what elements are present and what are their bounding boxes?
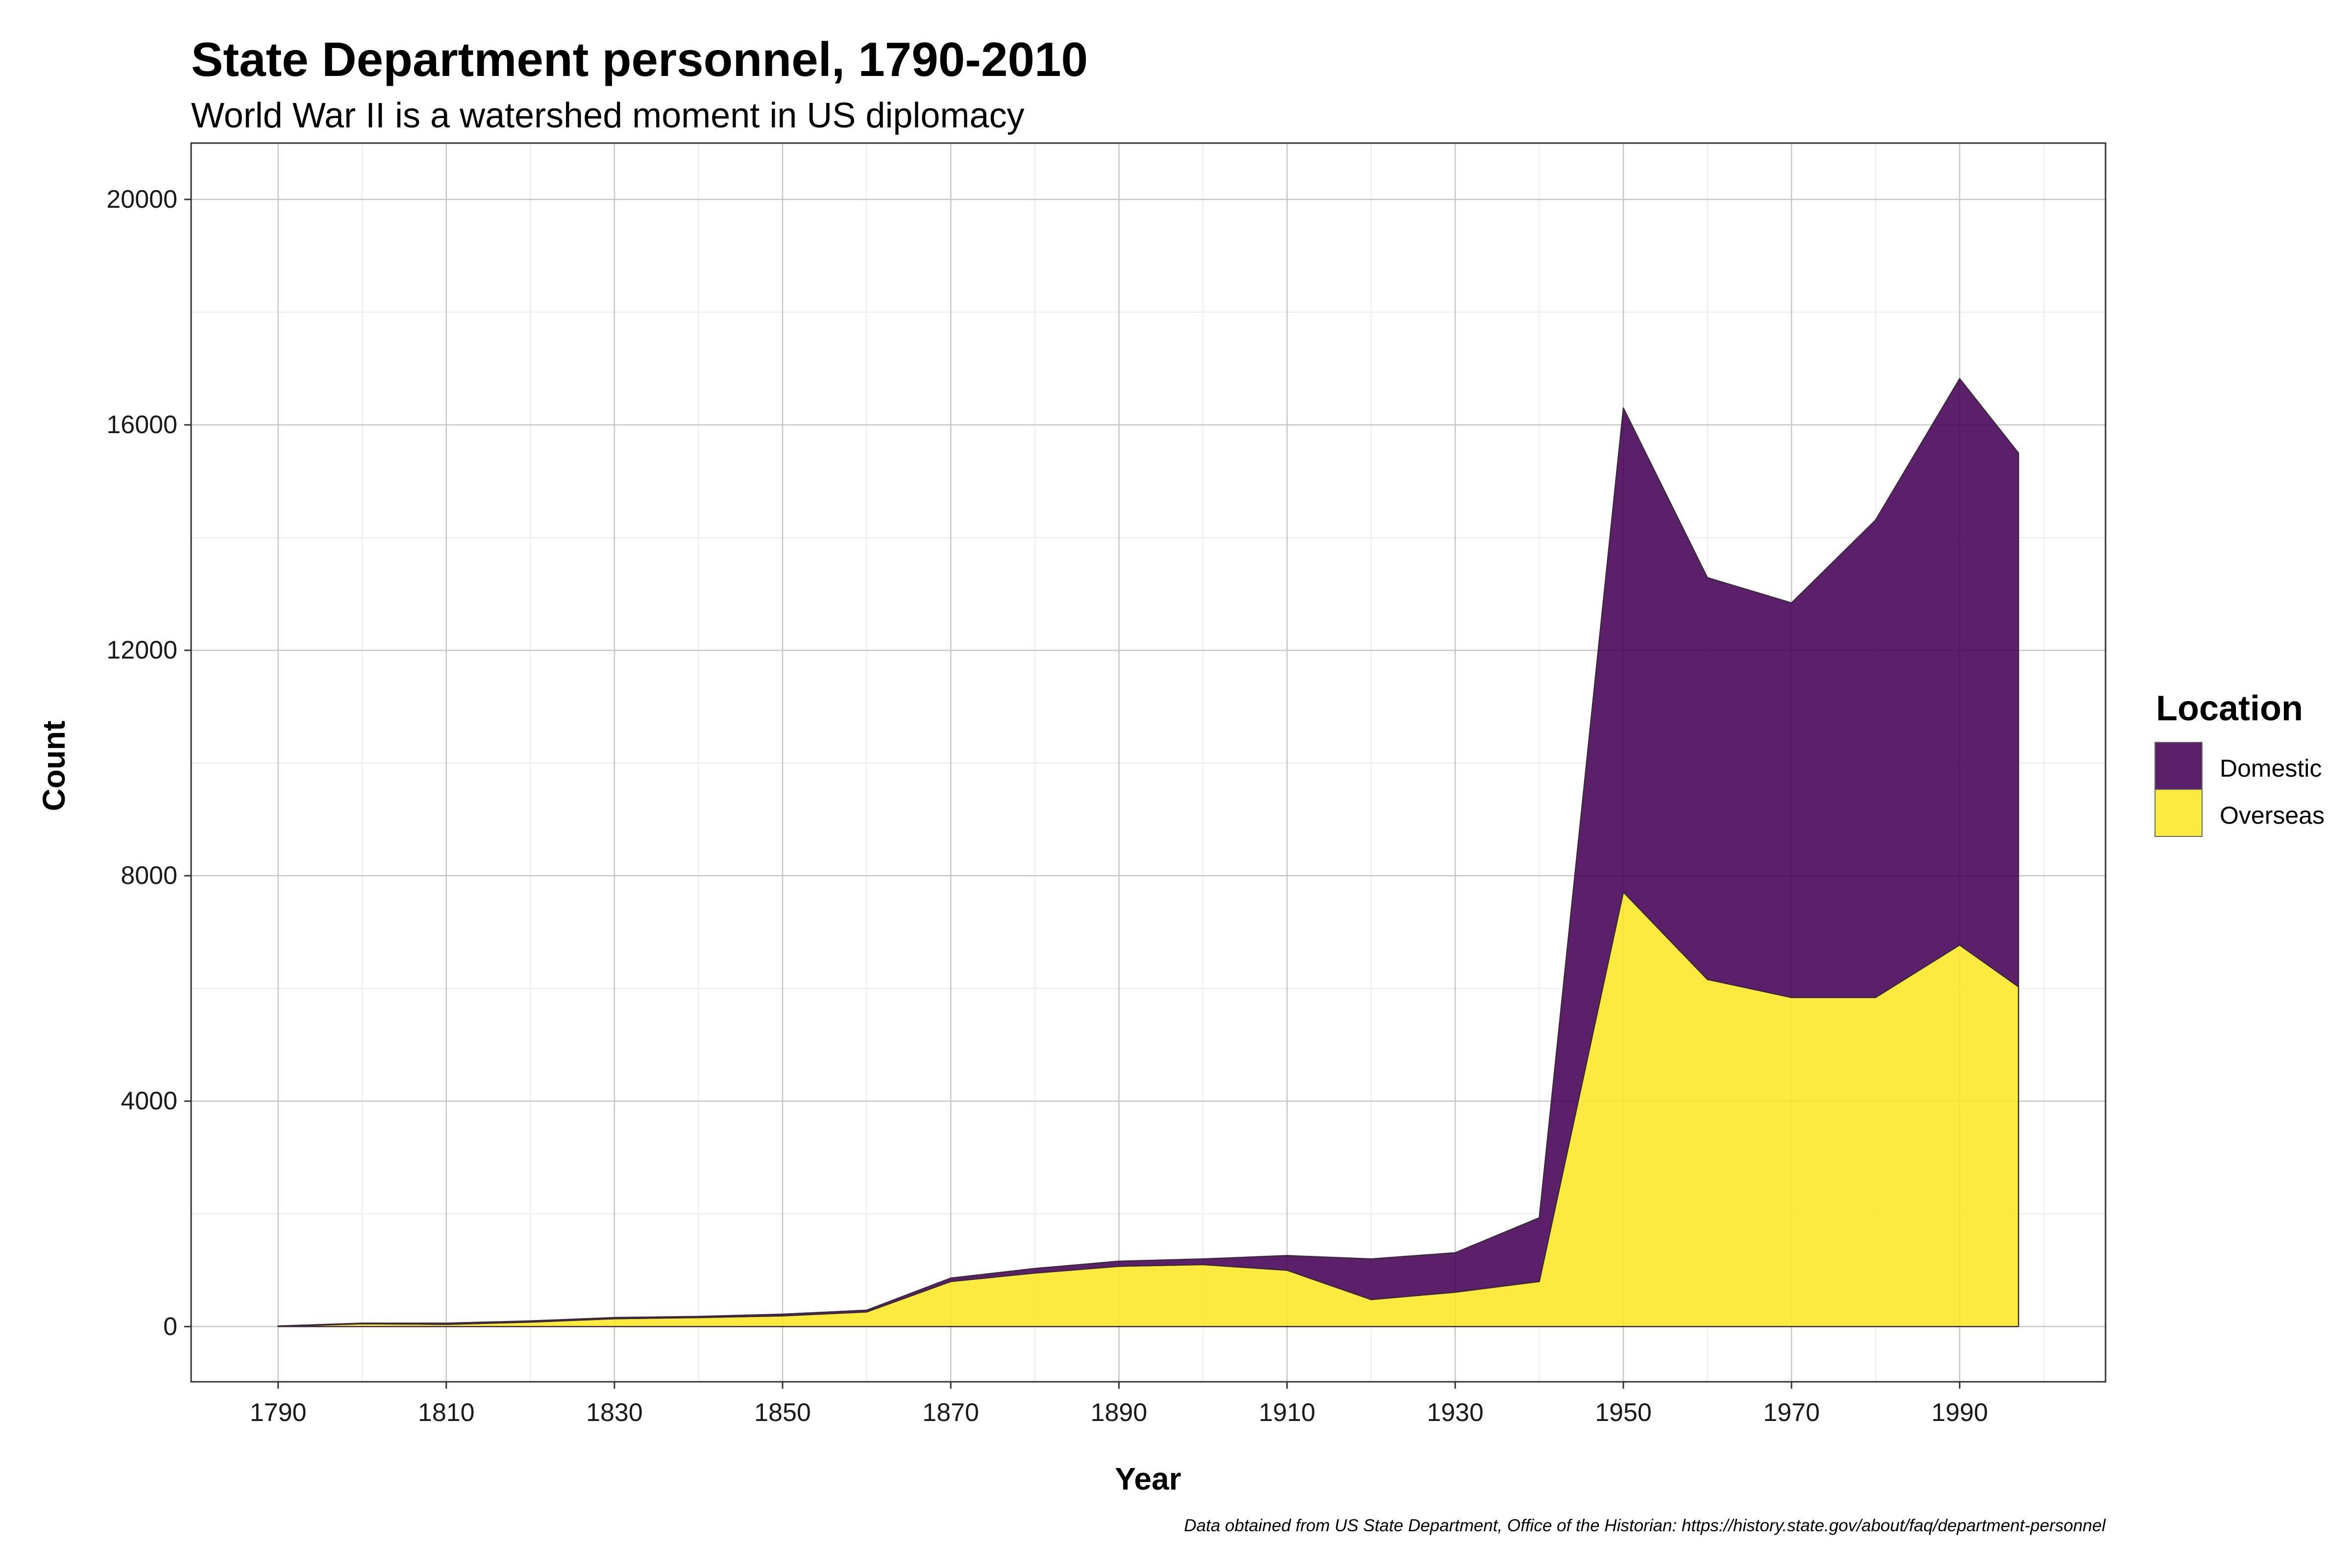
y-tick-label: 12000 [106, 636, 177, 664]
y-axis-label: Count [36, 721, 72, 811]
y-tick-label: 4000 [121, 1087, 177, 1115]
area-layers [277, 378, 2019, 1327]
chart-title: State Department personnel, 1790-2010 [191, 32, 1088, 86]
x-tick-label: 1870 [922, 1398, 979, 1427]
y-tick-label: 8000 [121, 861, 177, 890]
x-tick-label: 1990 [1931, 1398, 1988, 1427]
y-axis-ticks: 0 4000 8000 12000 16000 20000 [106, 185, 191, 1341]
x-tick-label: 1890 [1091, 1398, 1148, 1427]
x-tick-label: 1970 [1763, 1398, 1820, 1427]
legend-label-overseas: Overseas [2220, 802, 2325, 829]
y-tick-label: 16000 [106, 411, 177, 439]
x-tick-label: 1910 [1259, 1398, 1316, 1427]
x-tick-label: 1850 [754, 1398, 811, 1427]
x-tick-label: 1790 [250, 1398, 307, 1427]
x-axis-label: Year [1115, 1461, 1181, 1496]
legend-label-domestic: Domestic [2220, 755, 2322, 782]
y-tick-label: 20000 [106, 185, 177, 214]
x-axis-ticks: 1790 1810 1830 1850 1870 1890 1910 1930 1950 1970… [250, 1382, 1988, 1427]
chart-subtitle: World War II is a watershed moment in US… [191, 96, 1025, 135]
plot-panel [190, 142, 2107, 1383]
legend-key-overseas [2155, 789, 2203, 837]
legend-title: Location [2156, 689, 2303, 728]
caption: Data obtained from US State Department, … [1184, 1516, 2106, 1535]
legend-key-domestic [2155, 742, 2203, 790]
x-tick-label: 1930 [1427, 1398, 1484, 1427]
y-tick-label: 0 [163, 1312, 177, 1341]
legend: Location Domestic Overseas [2155, 689, 2325, 837]
panel-border [190, 142, 2107, 1383]
x-tick-label: 1810 [418, 1398, 475, 1427]
area-domestic [277, 378, 2019, 1327]
x-tick-label: 1950 [1595, 1398, 1652, 1427]
x-tick-label: 1830 [586, 1398, 643, 1427]
